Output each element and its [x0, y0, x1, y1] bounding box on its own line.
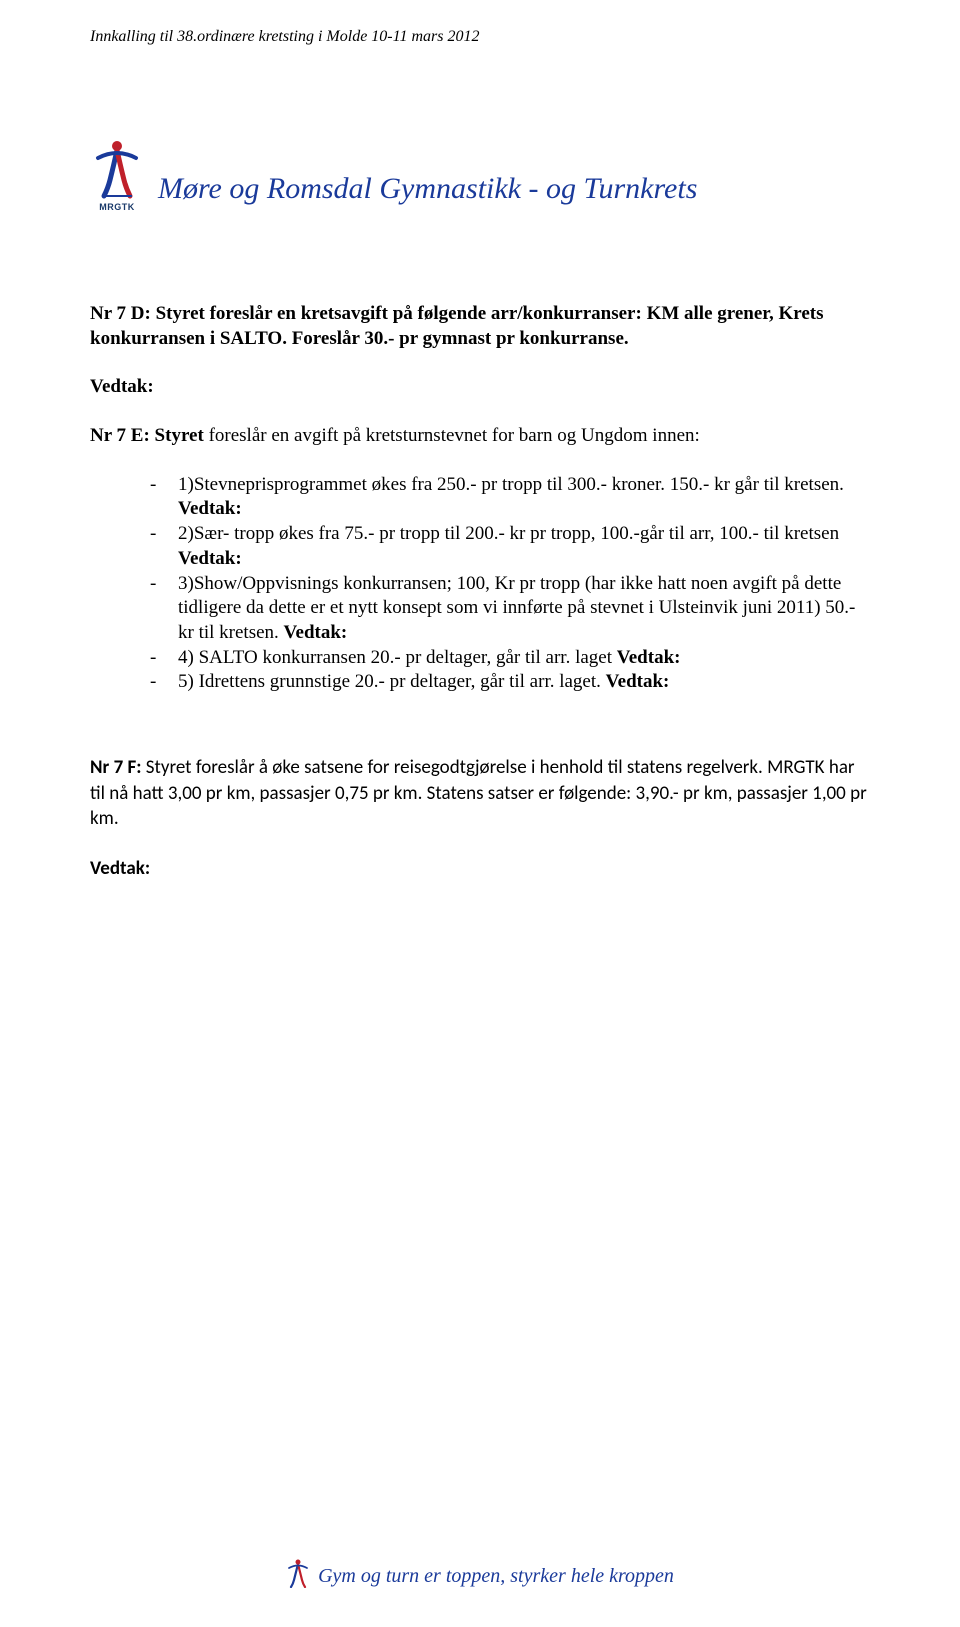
gymnast-icon [90, 136, 144, 200]
nr7f-para: Nr 7 F: Styret foreslår å øke satsene fo… [90, 755, 870, 832]
nr7d-text: Nr 7 D: Styret foreslår en kretsavgift p… [90, 303, 824, 349]
nr7f-section: Nr 7 F: Styret foreslår å øke satsene fo… [90, 755, 870, 882]
nr7e-list: 1)Stevneprisprogrammet økes fra 250.- pr… [90, 473, 870, 695]
vedtak-2: Vedtak: [90, 856, 870, 882]
list-vedtak: Vedtak: [178, 548, 242, 569]
list-vedtak: Vedtak: [284, 622, 348, 643]
footer-text: Gym og turn er toppen, styrker hele krop… [318, 1565, 674, 1588]
list-item: 5) Idrettens grunnstige 20.- pr deltager… [150, 670, 870, 695]
list-item: 4) SALTO konkurransen 20.- pr deltager, … [150, 646, 870, 671]
list-text: 3)Show/Oppvisnings konkurransen; 100, Kr… [178, 573, 855, 643]
footer: Gym og turn er toppen, styrker hele krop… [0, 1558, 960, 1593]
list-vedtak: Vedtak: [606, 671, 670, 692]
nr7f-rest: Styret foreslår å øke satsene for reiseg… [90, 756, 867, 830]
logo-label: MRGTK [99, 202, 135, 212]
nr7f-bold: Nr 7 F: [90, 756, 141, 779]
list-item: 2)Sær- tropp økes fra 75.- pr tropp til … [150, 522, 870, 571]
nr7d-para: Nr 7 D: Styret foreslår en kretsavgift p… [90, 302, 870, 351]
list-text: 5) Idrettens grunnstige 20.- pr deltager… [178, 671, 606, 692]
list-text: 1)Stevneprisprogrammet økes fra 250.- pr… [178, 474, 844, 495]
list-item: 1)Stevneprisprogrammet økes fra 250.- pr… [150, 473, 870, 522]
body: Nr 7 D: Styret foreslår en kretsavgift p… [90, 302, 870, 882]
list-text: 2)Sær- tropp økes fra 75.- pr tropp til … [178, 523, 839, 544]
logo: MRGTK [90, 136, 144, 212]
list-text: 4) SALTO konkurransen 20.- pr deltager, … [178, 647, 617, 668]
list-item: 3)Show/Oppvisnings konkurransen; 100, Kr… [150, 572, 870, 646]
list-vedtak: Vedtak: [617, 647, 681, 668]
vedtak-1: Vedtak: [90, 375, 870, 400]
nr7e-rest: foreslår en avgift på kretsturnstevnet f… [204, 425, 700, 446]
title-row: MRGTK Møre og Romsdal Gymnastikk - og Tu… [90, 136, 870, 212]
nr7e-intro: Nr 7 E: Styret foreslår en avgift på kre… [90, 424, 870, 449]
nr7e-bold: Nr 7 E: Styret [90, 425, 204, 446]
gymnast-icon [286, 1558, 310, 1588]
page-title: Møre og Romsdal Gymnastikk - og Turnkret… [158, 172, 697, 212]
page-header: Innkalling til 38.ordinære kretsting i M… [90, 28, 870, 46]
list-vedtak: Vedtak: [178, 498, 242, 519]
